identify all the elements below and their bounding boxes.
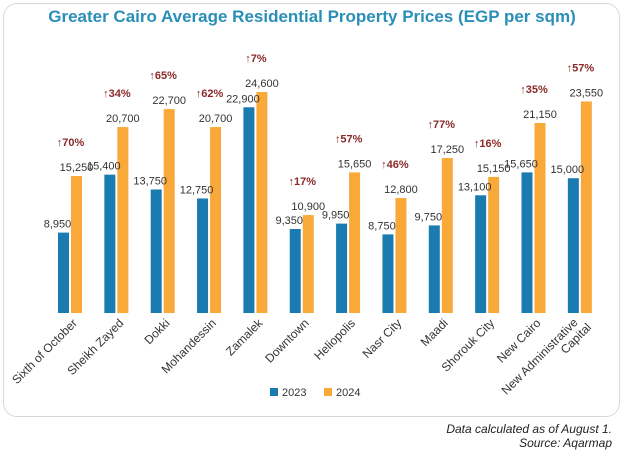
value-label-2024-downtown: 10,900	[291, 201, 325, 213]
value-label-2023-sheikh-zayed: 15,400	[87, 161, 121, 173]
bar-2024-downtown	[302, 215, 314, 313]
change-label-dokki: ↑65%	[149, 70, 177, 82]
bar-2023-sheikh-zayed	[104, 174, 116, 313]
legend-label-2023: 2023	[282, 387, 306, 399]
value-label-2023-sixth-of-october: 8,950	[44, 219, 72, 231]
category-label-heliopolis: Heliopolis	[311, 316, 358, 363]
value-label-2024-shorouk-city: 15,150	[477, 163, 511, 175]
value-label-2024-heliopolis: 15,650	[338, 158, 372, 170]
category-label-dokki: Dokki	[142, 316, 173, 347]
bar-2023-heliopolis	[336, 223, 348, 313]
change-label-heliopolis: ↑57%	[335, 133, 363, 145]
value-label-2024-sixth-of-october: 15,250	[60, 162, 94, 174]
bar-2023-shorouk-city	[475, 195, 487, 313]
category-label-downtown: Downtown	[262, 316, 312, 366]
change-label-new-administrative-capital: ↑57%	[567, 62, 595, 74]
category-label-nasr-city: Nasr City	[360, 316, 405, 361]
category-label-maadi: Maadi	[418, 316, 451, 349]
category-label-zamalek: Zamalek	[223, 315, 266, 358]
change-label-sheikh-zayed: ↑34%	[103, 88, 131, 100]
category-label-group-dokki: Dokki	[142, 316, 173, 347]
value-label-2024-mohandessin: 20,700	[199, 113, 233, 125]
bar-2024-maadi	[441, 158, 453, 313]
value-label-2024-new-administrative-capital: 23,550	[570, 87, 604, 99]
category-label-group-nasr-city: Nasr City	[360, 316, 405, 361]
bar-2024-dokki	[163, 109, 175, 313]
value-label-2024-dokki: 22,700	[152, 95, 186, 107]
bar-2024-sixth-of-october	[71, 175, 82, 313]
bar-2023-new-cairo	[521, 172, 533, 313]
change-label-new-cairo: ↑35%	[520, 84, 548, 96]
bar-2023-zamalek	[243, 107, 255, 313]
category-label-group-maadi: Maadi	[418, 316, 451, 349]
footnote-source: Source: Aqarmap	[519, 436, 612, 450]
value-label-2023-downtown: 9,350	[275, 215, 303, 227]
bar-2024-new-administrative-capital	[580, 101, 592, 314]
bar-2023-nasr-city	[382, 234, 394, 313]
value-label-2023-dokki: 13,750	[133, 175, 167, 187]
value-label-2024-new-cairo: 21,150	[523, 109, 557, 121]
value-label-2023-new-administrative-capital: 15,000	[551, 164, 585, 176]
value-label-2024-zamalek: 24,600	[245, 78, 279, 90]
bar-2024-nasr-city	[395, 198, 407, 313]
bar-2024-mohandessin	[210, 127, 222, 313]
legend-swatch-2024	[324, 388, 332, 396]
bar-2024-zamalek	[256, 92, 268, 313]
value-label-2024-maadi: 17,250	[430, 144, 464, 156]
bar-2023-downtown	[289, 229, 301, 313]
bar-2024-sheikh-zayed	[117, 127, 129, 313]
bar-2024-heliopolis	[349, 172, 361, 313]
bar-2023-mohandessin	[197, 198, 209, 313]
change-label-maadi: ↑77%	[428, 119, 456, 131]
value-label-2023-new-cairo: 15,650	[504, 158, 538, 170]
bar-2023-sixth-of-october	[58, 232, 69, 313]
value-label-2024-nasr-city: 12,800	[384, 184, 418, 196]
change-label-downtown: ↑17%	[288, 176, 316, 188]
value-label-2023-maadi: 9,750	[415, 211, 443, 223]
category-label-group-downtown: Downtown	[262, 316, 312, 366]
change-label-shorouk-city: ↑16%	[474, 138, 502, 150]
value-label-2023-zamalek: 22,900	[226, 93, 260, 105]
value-label-2024-sheikh-zayed: 20,700	[106, 113, 140, 125]
bar-2024-shorouk-city	[488, 176, 500, 313]
bar-2023-maadi	[428, 225, 440, 313]
category-label-group-zamalek: Zamalek	[223, 315, 266, 358]
change-label-mohandessin: ↑62%	[196, 88, 224, 100]
legend: 2023 2024	[270, 387, 360, 399]
value-label-2023-nasr-city: 8,750	[368, 220, 396, 232]
bar-2023-new-administrative-capital	[567, 178, 579, 313]
change-label-sixth-of-october: ↑70%	[57, 137, 85, 149]
value-label-2023-shorouk-city: 13,100	[458, 181, 492, 193]
chart-title: Greater Cairo Average Residential Proper…	[48, 7, 576, 26]
legend-label-2024: 2024	[336, 387, 360, 399]
legend-swatch-2023	[270, 388, 278, 396]
value-label-2023-mohandessin: 12,750	[180, 184, 214, 196]
change-label-nasr-city: ↑46%	[381, 159, 409, 171]
value-label-2023-heliopolis: 9,950	[322, 210, 350, 222]
change-label-zamalek: ↑7%	[245, 53, 267, 65]
category-label-group-sixth-of-october: Sixth of October	[9, 316, 80, 387]
bar-2023-dokki	[150, 189, 162, 313]
bar-2024-new-cairo	[534, 122, 546, 314]
category-label-sixth-of-october: Sixth of October	[9, 316, 80, 387]
bars-group	[58, 92, 592, 314]
footnote-date: Data calculated as of August 1.	[446, 422, 612, 436]
category-label-group-heliopolis: Heliopolis	[311, 316, 358, 363]
